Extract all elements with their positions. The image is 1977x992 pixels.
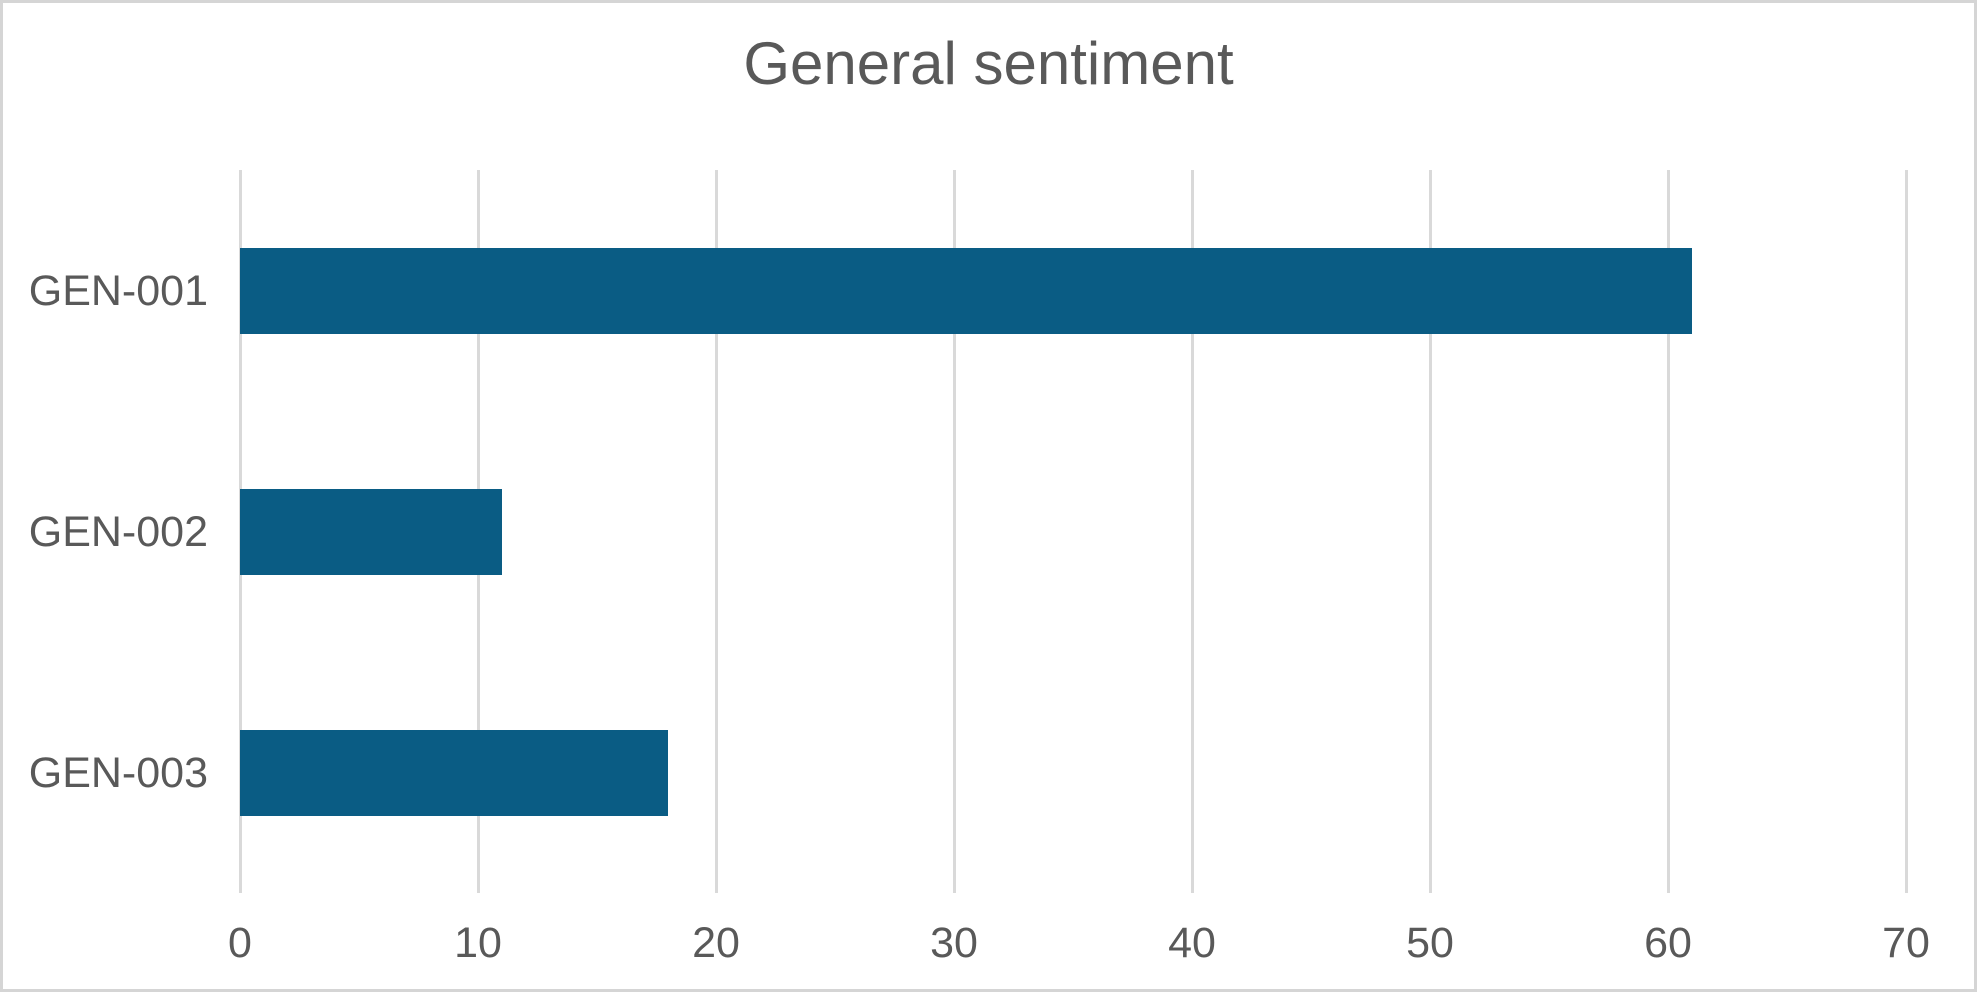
bar-gen-003: [240, 729, 669, 816]
x-tick-label-30: 30: [930, 919, 978, 967]
x-tick-label-40: 40: [1168, 919, 1216, 967]
x-tick-label-10: 10: [454, 919, 502, 967]
x-tick-label-20: 20: [692, 919, 740, 967]
bar-gen-002: [240, 488, 502, 575]
x-tick-label-0: 0: [228, 919, 252, 967]
x-tick-label-50: 50: [1406, 919, 1454, 967]
category-label-gen-001: GEN-001: [28, 266, 208, 315]
gridline-20: [714, 170, 718, 893]
gridline-50: [1428, 170, 1432, 893]
chart-title: General sentiment: [743, 30, 1234, 97]
bar-gen-001: [240, 247, 1692, 334]
plot-area: [238, 170, 1908, 893]
gridline-70: [1904, 170, 1908, 893]
gridline-30: [952, 170, 956, 893]
category-label-gen-002: GEN-002: [28, 507, 208, 556]
gridline-40: [1190, 170, 1194, 893]
x-tick-label-70: 70: [1882, 919, 1930, 967]
x-tick-label-60: 60: [1644, 919, 1692, 967]
category-label-gen-003: GEN-003: [28, 748, 208, 797]
gridline-60: [1666, 170, 1670, 893]
